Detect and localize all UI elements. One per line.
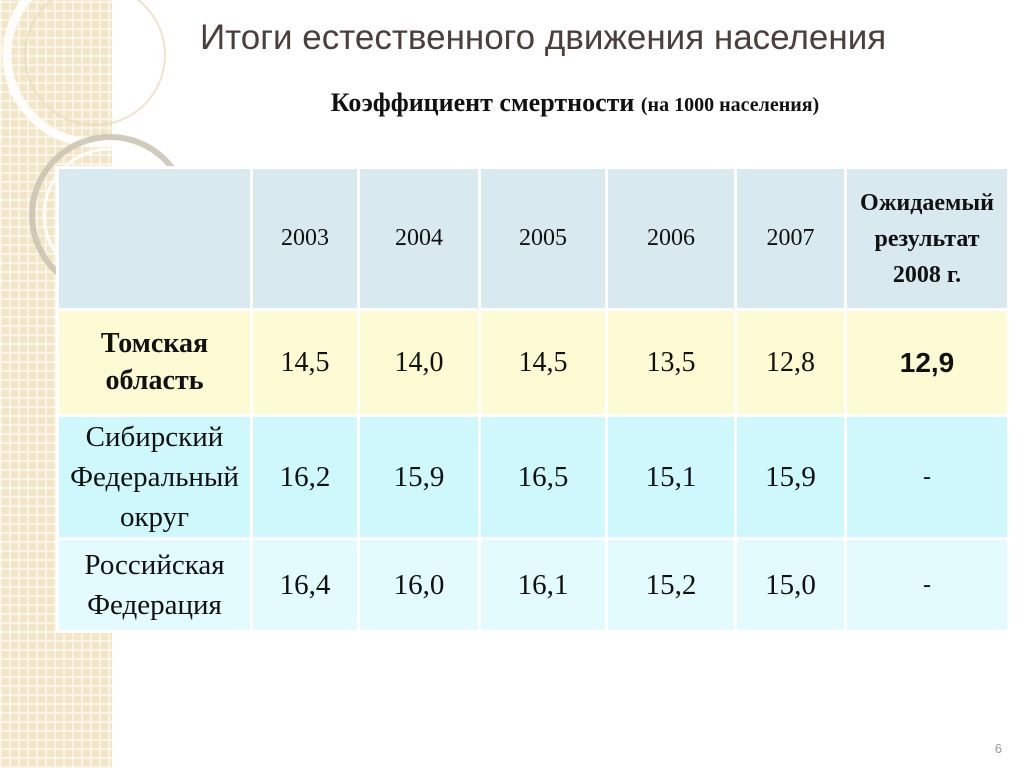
table-cell: 15,2 (605, 537, 737, 634)
row-label-tomsk: Томская область (56, 308, 253, 417)
table-cell: 16,5 (478, 413, 608, 541)
row-label-line: Российская (84, 549, 225, 582)
slide-title: Итоги естественного движения населения (200, 18, 887, 57)
expected-header-line2: результат (874, 225, 980, 252)
year-header-2004: 2004 (357, 166, 481, 311)
row-label-sfo: Сибирский Федеральный округ (56, 413, 253, 541)
table-row: Российская Федерация 16,4 16,0 16,1 15,2… (56, 537, 1010, 634)
row-label-line: округ (119, 501, 190, 534)
expected-year-suffix: г. (946, 261, 962, 288)
expected-year: 2008 (892, 261, 941, 288)
table-cell: 15,9 (357, 413, 481, 541)
table-cell: 15,9 (734, 413, 847, 541)
row-label-line: Томская (100, 328, 209, 360)
row-label-line: Сибирский (85, 421, 224, 453)
table-cell: 16,1 (478, 537, 608, 634)
row-label-line: Федерация (87, 589, 222, 622)
table-cell: 14,5 (250, 308, 360, 417)
expected-header-line1: Ожидаемый (860, 189, 994, 216)
table-cell: 14,0 (357, 308, 481, 417)
expected-header-line3: 2008 г. (847, 257, 1007, 293)
subtitle-main: Коэффициент смертности (330, 88, 635, 117)
table-cell: 14,5 (478, 308, 608, 417)
row-label-line: Федеральный (70, 461, 239, 494)
year-header-2003: 2003 (250, 166, 360, 311)
year-header-2005: 2005 (478, 166, 608, 311)
table-cell: 15,0 (734, 537, 847, 634)
table-row: Томская область 14,5 14,0 14,5 13,5 12,8… (56, 308, 1010, 417)
row-label-rf: Российская Федерация (56, 537, 253, 634)
expected-value-rf: - (844, 537, 1010, 634)
table-cell: 16,2 (250, 413, 360, 541)
header-corner-cell (56, 166, 253, 311)
table-header-row: 2003 2004 2005 2006 2007 Ожидаемый резул… (56, 166, 1010, 311)
expected-result-header: Ожидаемый результат 2008 г. (844, 166, 1010, 311)
table-cell: 16,4 (250, 537, 360, 634)
year-header-2006: 2006 (605, 166, 737, 311)
table-cell: 16,0 (357, 537, 481, 634)
page-number: 6 (994, 741, 1002, 756)
expected-value-tomsk: 12,9 (844, 308, 1010, 417)
mortality-table: 2003 2004 2005 2006 2007 Ожидаемый резул… (56, 166, 1010, 634)
expected-value-sfo: - (844, 413, 1010, 541)
slide-subtitle: Коэффициент смертности (на 1000 населени… (0, 88, 1024, 118)
row-label-line: область (105, 364, 204, 396)
subtitle-note: (на 1000 населения) (640, 94, 820, 116)
table-cell: 15,1 (605, 413, 737, 541)
year-header-2007: 2007 (734, 166, 847, 311)
table-cell: 12,8 (734, 308, 847, 417)
table-row: Сибирский Федеральный округ 16,2 15,9 16… (56, 413, 1010, 541)
table-cell: 13,5 (605, 308, 737, 417)
